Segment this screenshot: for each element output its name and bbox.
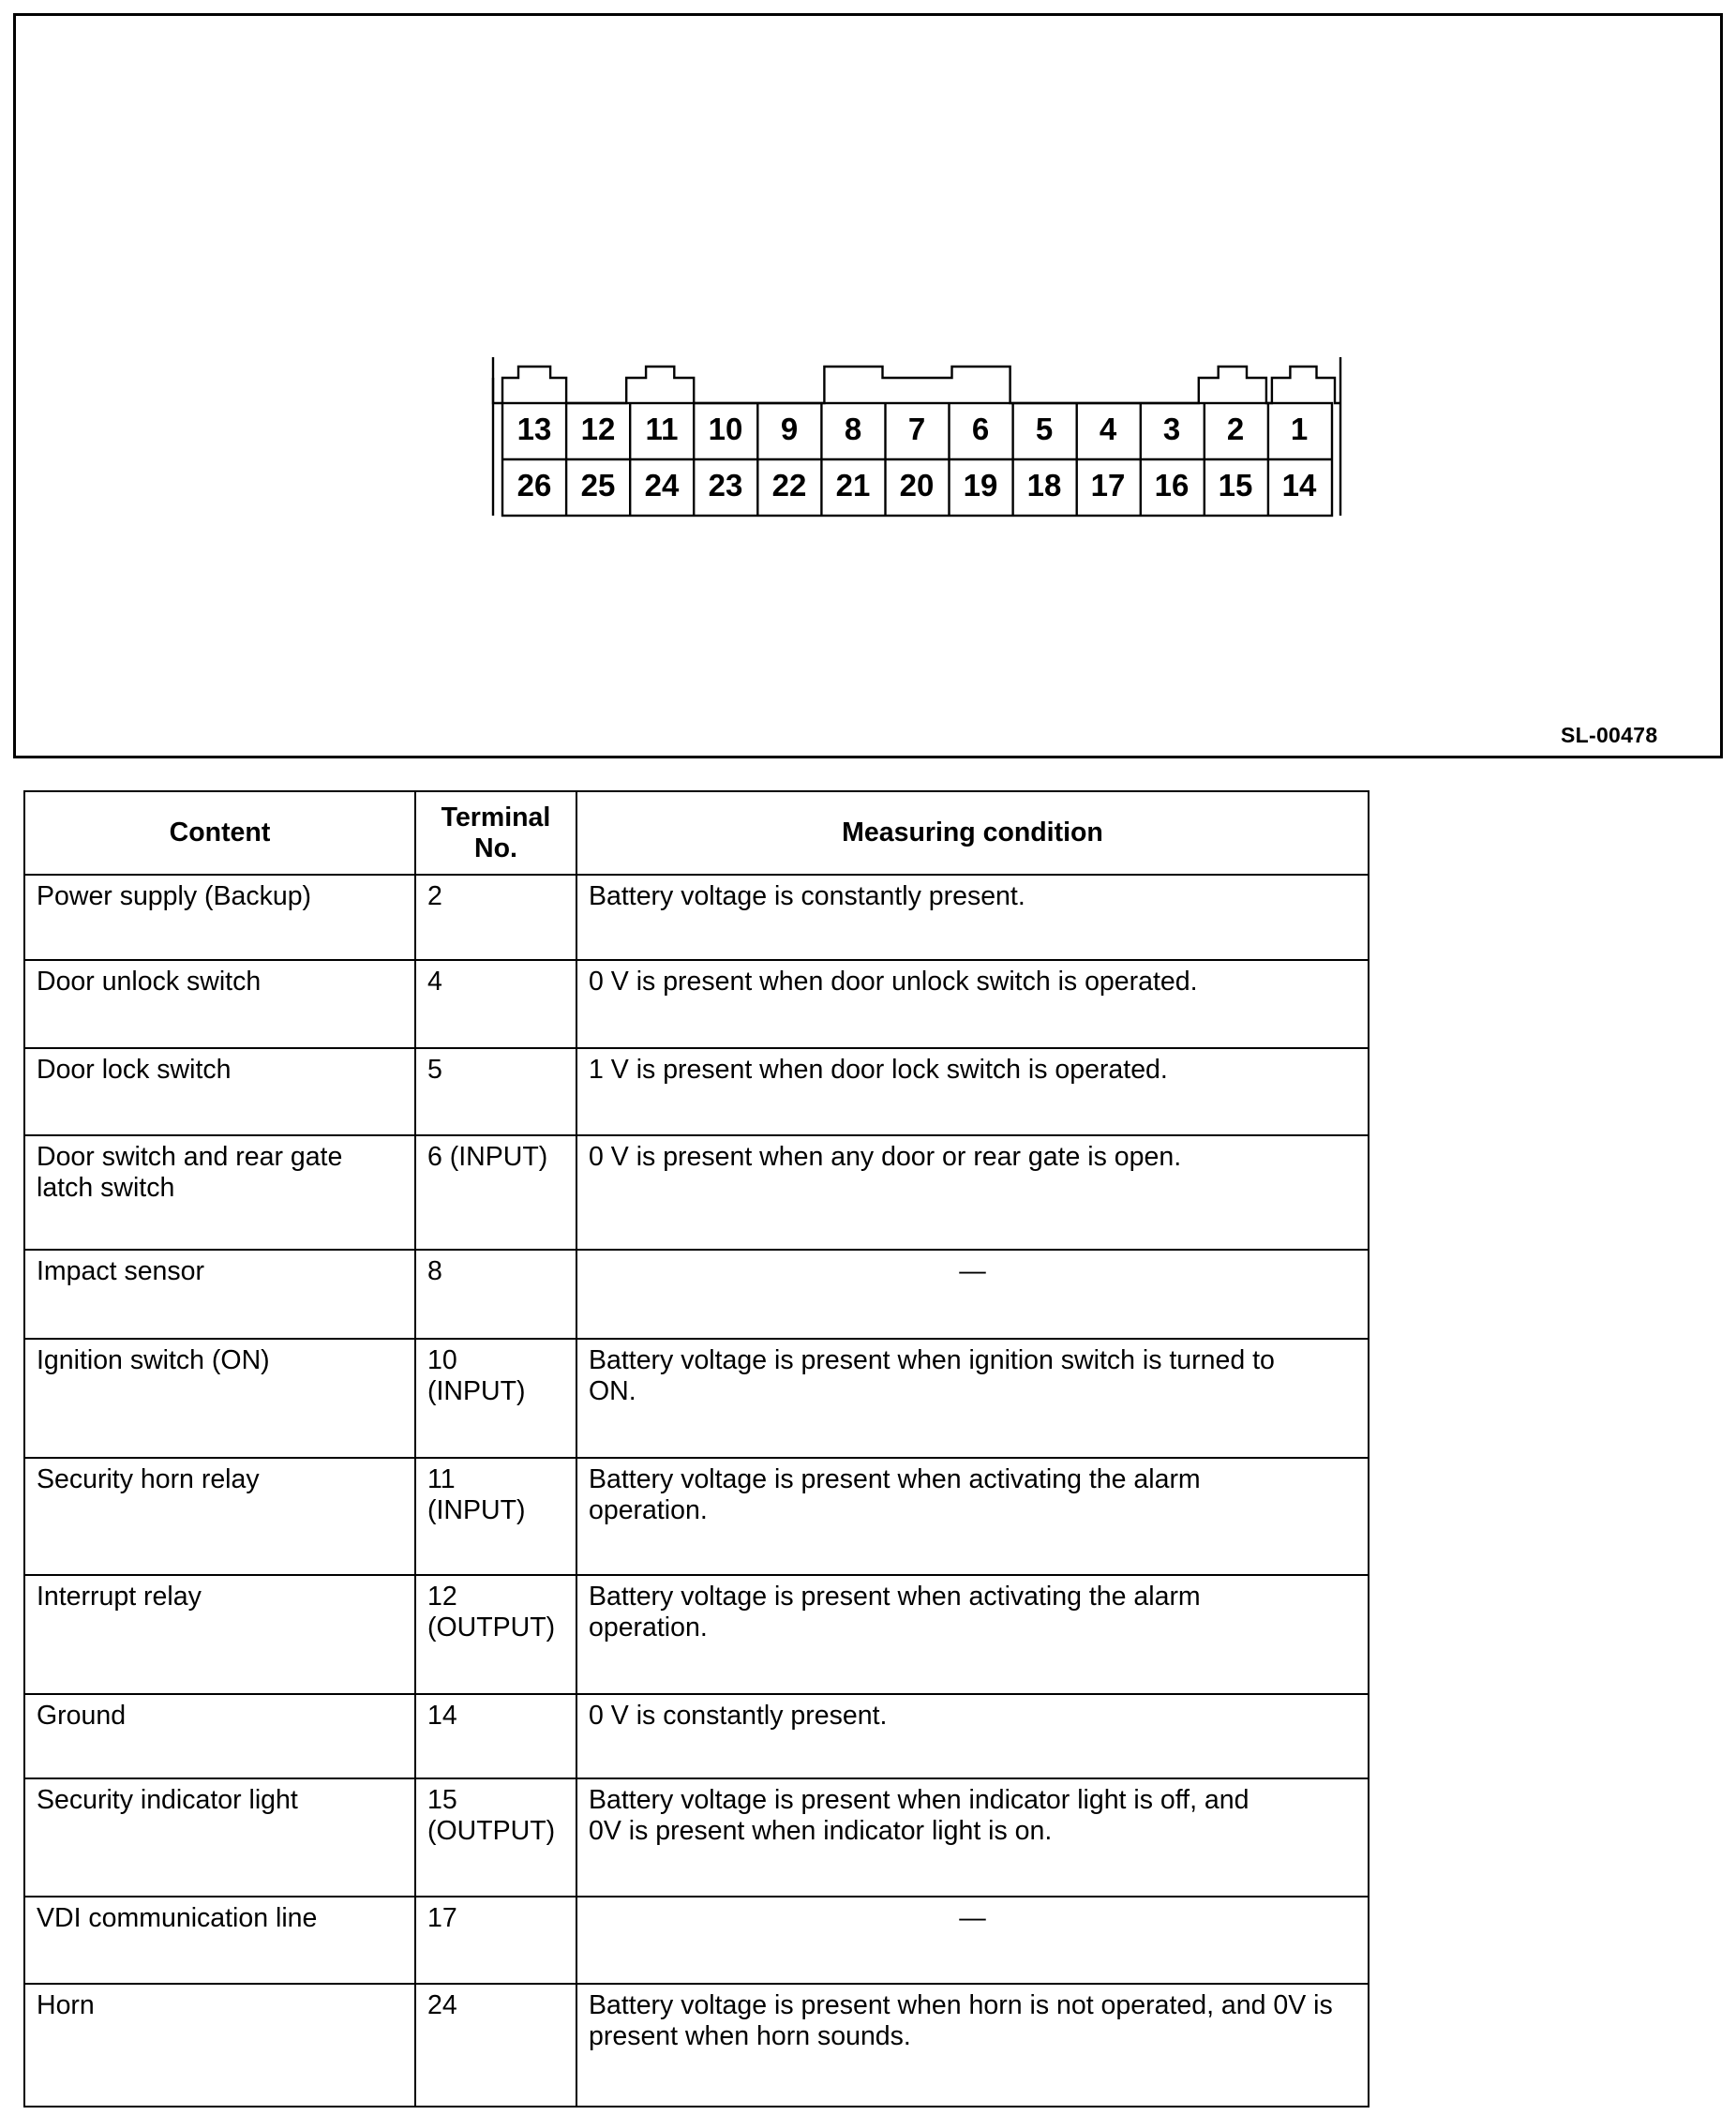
svg-text:20: 20	[900, 468, 935, 502]
svg-text:21: 21	[836, 468, 871, 502]
svg-text:23: 23	[709, 468, 743, 502]
svg-text:7: 7	[908, 412, 925, 446]
svg-text:16: 16	[1155, 468, 1190, 502]
svg-text:9: 9	[781, 412, 798, 446]
svg-text:22: 22	[772, 468, 807, 502]
svg-text:14: 14	[1282, 468, 1317, 502]
svg-text:18: 18	[1027, 468, 1062, 502]
svg-text:1: 1	[1291, 412, 1308, 446]
svg-text:5: 5	[1036, 412, 1053, 446]
svg-text:12: 12	[581, 412, 616, 446]
svg-text:8: 8	[845, 412, 861, 446]
svg-text:24: 24	[645, 468, 680, 502]
svg-text:15: 15	[1219, 468, 1253, 502]
svg-text:10: 10	[709, 412, 743, 446]
svg-text:17: 17	[1091, 468, 1126, 502]
svg-text:25: 25	[581, 468, 616, 502]
svg-text:26: 26	[517, 468, 552, 502]
svg-text:13: 13	[517, 412, 552, 446]
svg-text:2: 2	[1227, 412, 1244, 446]
svg-text:4: 4	[1100, 412, 1117, 446]
svg-text:19: 19	[964, 468, 998, 502]
svg-text:11: 11	[646, 412, 679, 446]
svg-text:6: 6	[972, 412, 989, 446]
svg-text:3: 3	[1163, 412, 1180, 446]
